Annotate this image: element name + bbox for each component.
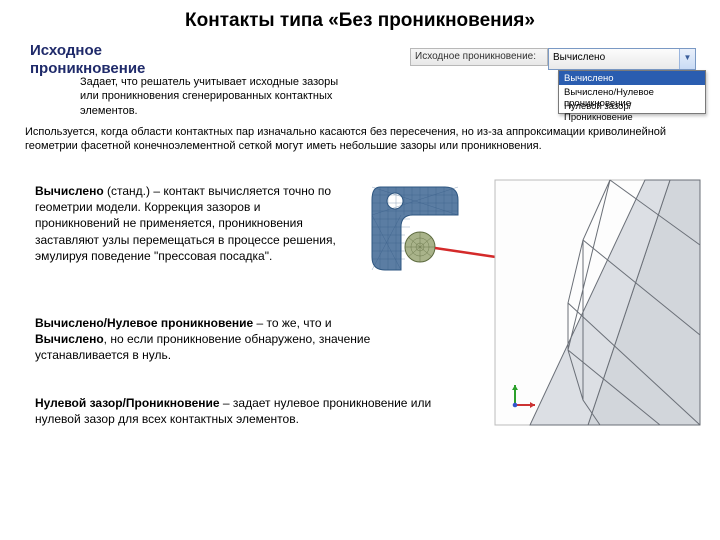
option-calc-paragraph: Вычислено (станд.) – контакт вычисляется… bbox=[35, 183, 340, 264]
option-calczero-mid: – то же, что и bbox=[253, 316, 331, 330]
usage-text: Используется, когда области контактных п… bbox=[25, 125, 695, 154]
dropdown-widget: Исходное проникновение: Вычислено ▼ Вычи… bbox=[410, 48, 710, 70]
mesh-diagram bbox=[350, 175, 705, 430]
dropdown-value: Вычислено bbox=[553, 52, 605, 63]
dropdown-label: Исходное проникновение: bbox=[410, 48, 548, 66]
zoom-panel-icon bbox=[495, 180, 700, 425]
section-subtitle: Исходное проникновение bbox=[30, 42, 145, 78]
option-calczero-bold2: Вычислено bbox=[35, 332, 104, 346]
option-calczero-bold: Вычислено/Нулевое проникновение bbox=[35, 316, 253, 330]
option-zerogap-bold: Нулевой зазор/Проникновение bbox=[35, 396, 220, 410]
dropdown-list: Вычислено Вычислено/Нулевое проникновени… bbox=[558, 70, 706, 114]
dropdown-item[interactable]: Нулевой зазор/Проникновение bbox=[559, 99, 705, 113]
mesh-plate-icon bbox=[372, 187, 458, 270]
definition-text: Задает, что решатель учитывает исходные … bbox=[80, 75, 350, 118]
dropdown-select[interactable]: Вычислено ▼ bbox=[548, 48, 696, 70]
dropdown-item[interactable]: Вычислено/Нулевое проникновение bbox=[559, 85, 705, 99]
page-title: Контакты типа «Без проникновения» bbox=[0, 0, 720, 32]
dropdown-item[interactable]: Вычислено bbox=[559, 71, 705, 85]
chevron-down-icon[interactable]: ▼ bbox=[679, 49, 695, 69]
subtitle-text: Исходное проникновение bbox=[30, 42, 145, 77]
option-calczero-paragraph: Вычислено/Нулевое проникновение – то же,… bbox=[35, 315, 395, 364]
option-calc-bold: Вычислено bbox=[35, 184, 104, 198]
mesh-pin-icon bbox=[405, 232, 435, 262]
